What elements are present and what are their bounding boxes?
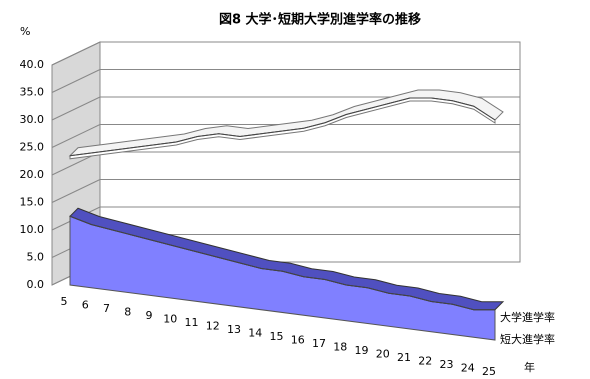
y-tick-label: 0.0 [27,278,45,291]
y-tick-label: 15.0 [20,196,45,209]
x-tick-label: 18 [333,341,347,354]
x-tick-label: 23 [440,358,454,371]
series-line [69,97,496,157]
y-tick-label: 20.0 [20,168,45,181]
x-tick-label: 10 [163,313,177,326]
series-line [69,215,495,311]
y-axis-label: % [20,25,30,38]
x-tick-label: 24 [461,362,475,375]
y-tick-label: 25.0 [20,141,45,154]
y-tick-label: 35.0 [20,86,45,99]
x-tick-label: 21 [397,351,411,364]
x-tick-label: 13 [227,323,241,336]
x-tick-label: 12 [206,320,220,333]
x-axis-label: 年 [524,360,535,374]
grid-line [51,96,101,121]
x-tick-label: 14 [248,327,262,340]
x-tick-label: 6 [82,299,89,312]
x-tick-label: 19 [355,344,369,357]
x-tick-label: 20 [376,348,390,361]
x-tick-label: 15 [270,330,284,343]
chart-title: 図8 大学･短期大学別進学率の推移 [219,12,421,28]
x-tick-label: 5 [61,295,68,308]
x-tick-label: 9 [146,309,153,322]
grid-line [51,124,101,148]
y-tick-label: 5.0 [27,251,45,264]
x-tick-label: 17 [312,337,326,350]
x-tick-label: 8 [124,306,131,319]
x-tick-label: 11 [185,316,199,329]
grid-line [51,69,101,93]
legend-label: 短大進学率 [500,332,555,346]
y-tick-label: 10.0 [20,223,45,236]
x-tick-label: 22 [418,355,432,368]
y-tick-label: 40.0 [20,58,45,71]
legend-label: 大学進学率 [500,310,555,324]
x-tick-label: 16 [291,334,305,347]
x-tick-label: 25 [482,365,496,378]
grid-line [51,179,101,203]
grid-line [51,41,101,66]
x-tick-label: 7 [103,302,110,315]
y-tick-label: 30.0 [20,113,45,126]
